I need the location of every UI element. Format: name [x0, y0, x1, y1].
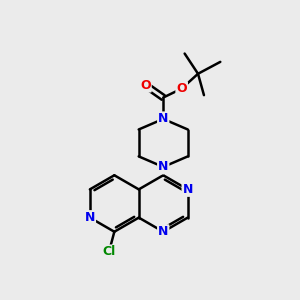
Text: Cl: Cl	[102, 245, 116, 258]
Text: O: O	[140, 79, 151, 92]
Text: N: N	[158, 112, 168, 125]
Text: N: N	[158, 160, 168, 173]
Text: N: N	[85, 211, 95, 224]
Text: N: N	[158, 225, 168, 238]
Text: O: O	[176, 82, 187, 95]
Text: N: N	[182, 183, 193, 196]
